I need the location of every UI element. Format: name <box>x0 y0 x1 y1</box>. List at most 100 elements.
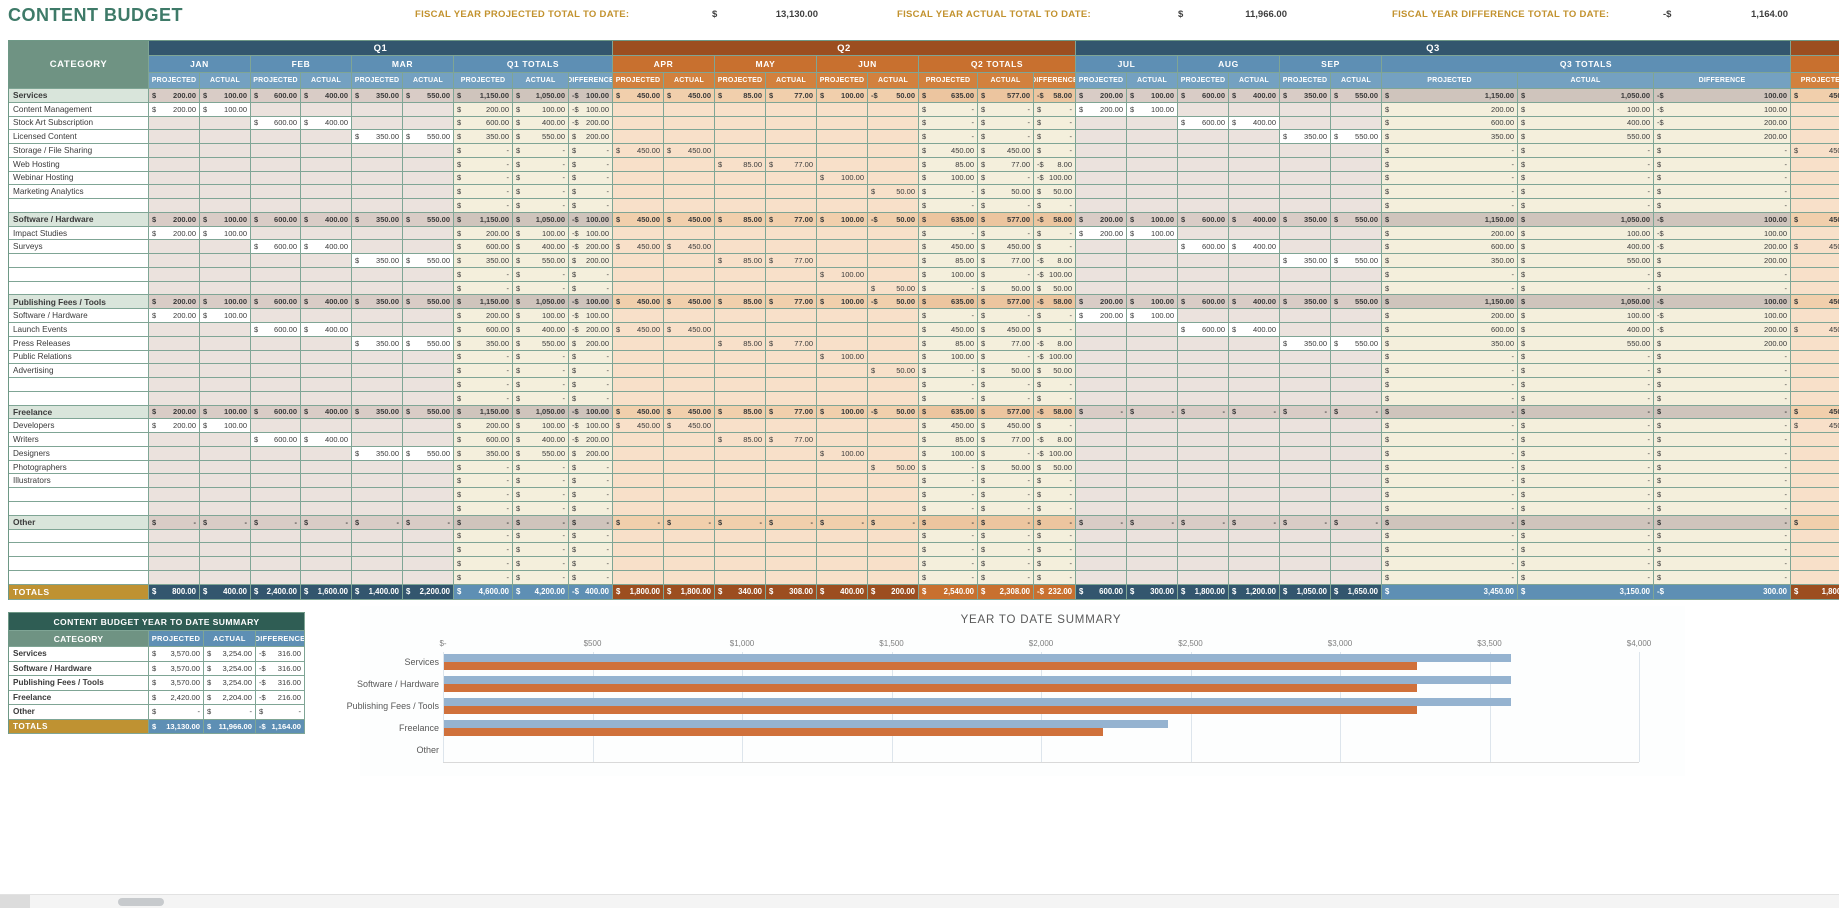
table-cell[interactable]: $- <box>569 391 613 406</box>
table-cell[interactable] <box>301 378 352 392</box>
chart-plot-area[interactable] <box>443 652 1640 763</box>
table-cell[interactable] <box>301 350 352 365</box>
table-cell[interactable] <box>664 199 715 213</box>
table-cell[interactable] <box>715 130 766 145</box>
table-cell[interactable]: $550.00 <box>403 295 454 310</box>
table-cell[interactable] <box>1331 488 1382 502</box>
table-cell[interactable]: $350.00 <box>352 212 403 227</box>
table-cell[interactable]: $- <box>978 116 1034 131</box>
month-header-sep[interactable]: SEP <box>1280 56 1382 73</box>
summary-row-label[interactable]: Publishing Fees / Tools <box>9 676 149 691</box>
table-cell[interactable] <box>1331 199 1382 213</box>
totals-cell[interactable]: $2,200.00 <box>403 584 454 600</box>
table-cell[interactable]: $- <box>1518 570 1654 585</box>
table-cell[interactable]: $- <box>1382 515 1518 530</box>
table-cell[interactable]: $400.00 <box>1229 89 1280 103</box>
table-cell[interactable] <box>613 378 664 392</box>
table-cell[interactable]: -$ 200.00 <box>569 323 613 337</box>
table-cell[interactable] <box>613 460 664 475</box>
table-cell[interactable]: $200.00 <box>1654 130 1791 145</box>
table-cell[interactable] <box>1178 157 1229 172</box>
table-cell[interactable] <box>1280 323 1331 337</box>
table-cell[interactable]: $600.00 <box>251 240 301 255</box>
table-cell[interactable]: $- <box>200 515 251 530</box>
table-cell[interactable]: -$ 100.00 <box>1654 212 1791 227</box>
table-cell[interactable]: $- <box>513 570 569 585</box>
table-cell[interactable] <box>403 309 454 324</box>
table-cell[interactable]: $350.00 <box>1280 212 1331 227</box>
table-cell[interactable] <box>251 543 301 558</box>
table-cell[interactable] <box>766 267 817 282</box>
table-cell[interactable]: -$ 50.00 <box>868 212 919 227</box>
table-cell[interactable] <box>664 350 715 365</box>
table-cell[interactable]: $- <box>1382 488 1518 502</box>
table-cell[interactable] <box>301 543 352 558</box>
table-cell[interactable]: $350.00 <box>1280 130 1331 145</box>
table-cell[interactable] <box>403 185 454 200</box>
subheader-actual[interactable]: ACTUAL <box>513 73 569 89</box>
table-cell[interactable] <box>1076 323 1127 337</box>
table-cell[interactable] <box>1791 570 1839 585</box>
table-cell[interactable]: $100.00 <box>817 446 868 461</box>
table-cell[interactable] <box>1178 488 1229 502</box>
table-cell[interactable] <box>403 570 454 585</box>
table-cell[interactable]: $100.00 <box>1127 226 1178 241</box>
table-cell[interactable] <box>1178 281 1229 296</box>
table-cell[interactable] <box>352 460 403 475</box>
table-cell[interactable]: $600.00 <box>1382 323 1518 337</box>
table-cell[interactable] <box>200 570 251 585</box>
table-cell[interactable]: $100.00 <box>919 171 978 186</box>
table-cell[interactable] <box>1331 543 1382 558</box>
table-cell[interactable]: $77.00 <box>766 295 817 310</box>
table-cell[interactable] <box>613 501 664 516</box>
table-cell[interactable]: $450.00 <box>978 323 1034 337</box>
table-cell[interactable]: $- <box>1518 391 1654 406</box>
table-cell[interactable] <box>200 171 251 186</box>
table-cell[interactable]: -$ 58.00 <box>1034 405 1076 420</box>
table-cell[interactable] <box>766 543 817 558</box>
table-cell[interactable] <box>817 391 868 406</box>
table-cell[interactable] <box>1127 350 1178 365</box>
summary-header-projected[interactable]: PROJECTED <box>149 631 204 647</box>
totals-header-q2[interactable]: Q2 TOTALS <box>919 56 1076 73</box>
table-cell[interactable]: $450.00 <box>664 240 715 255</box>
table-cell[interactable]: $400.00 <box>1229 212 1280 227</box>
table-cell[interactable] <box>766 240 817 255</box>
table-cell[interactable]: $- <box>919 199 978 213</box>
row-label[interactable] <box>9 488 149 502</box>
table-cell[interactable]: $450.00 <box>613 212 664 227</box>
subheader-difference[interactable]: DIFFERENCE <box>569 73 613 89</box>
table-cell[interactable] <box>352 226 403 241</box>
table-cell[interactable] <box>200 144 251 158</box>
table-cell[interactable] <box>1280 446 1331 461</box>
table-cell[interactable]: $1,050.00 <box>513 89 569 103</box>
table-cell[interactable]: $77.00 <box>766 433 817 447</box>
table-cell[interactable]: $- <box>919 364 978 379</box>
table-cell[interactable] <box>817 323 868 337</box>
table-cell[interactable] <box>251 557 301 571</box>
table-cell[interactable] <box>1280 364 1331 379</box>
table-cell[interactable]: $- <box>1382 171 1518 186</box>
table-cell[interactable]: $50.00 <box>978 281 1034 296</box>
table-cell[interactable] <box>200 529 251 544</box>
table-cell[interactable]: $600.00 <box>1178 116 1229 131</box>
table-cell[interactable]: $- <box>1654 267 1791 282</box>
table-cell[interactable]: -$ 58.00 <box>1034 89 1076 103</box>
table-cell[interactable] <box>1076 185 1127 200</box>
table-cell[interactable]: $- <box>454 501 513 516</box>
table-cell[interactable] <box>352 199 403 213</box>
table-cell[interactable]: -$ 200.00 <box>1654 240 1791 255</box>
table-cell[interactable] <box>715 102 766 117</box>
table-cell[interactable]: $- <box>1382 267 1518 282</box>
table-cell[interactable] <box>1229 557 1280 571</box>
table-cell[interactable]: $- <box>513 378 569 392</box>
table-cell[interactable]: -$ 8.00 <box>1034 336 1076 351</box>
table-cell[interactable] <box>613 254 664 268</box>
totals-cell[interactable]: $3,450.00 <box>1382 584 1518 600</box>
table-cell[interactable] <box>664 226 715 241</box>
table-cell[interactable]: $600.00 <box>251 405 301 420</box>
table-cell[interactable] <box>868 240 919 255</box>
table-cell[interactable]: $350.00 <box>1280 295 1331 310</box>
subheader-projected[interactable]: PROJECTED <box>352 73 403 89</box>
table-cell[interactable] <box>1229 157 1280 172</box>
